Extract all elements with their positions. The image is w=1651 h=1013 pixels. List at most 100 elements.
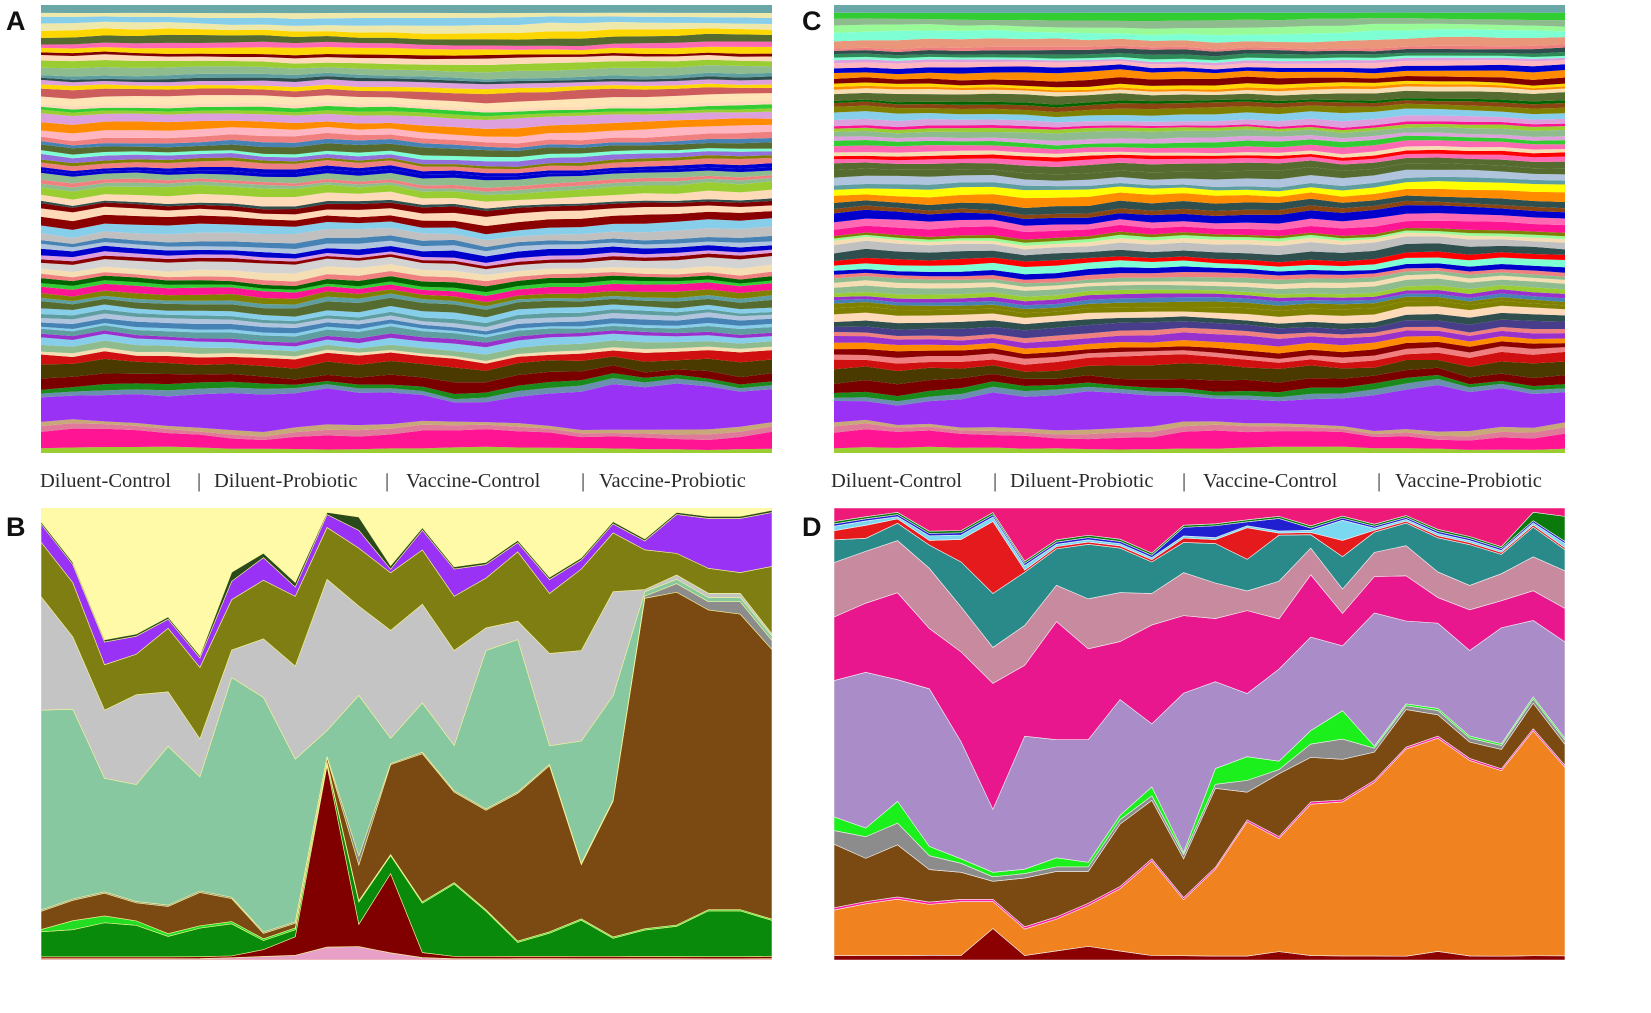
a-area-otu-19 <box>41 256 772 276</box>
a-area-otu-65 <box>41 28 772 40</box>
c-area-otu-31 <box>834 188 1565 209</box>
c-area-otu-18 <box>834 263 1565 280</box>
c-area-dark-olive <box>834 359 1565 385</box>
a-area-otu-39 <box>41 155 772 170</box>
a-area-otu-44 <box>41 131 772 148</box>
streamgraph-a <box>41 5 772 453</box>
c-area-otu-45 <box>834 121 1565 131</box>
a-area-otu-10 <box>41 304 772 324</box>
a-area-otu-36 <box>41 167 772 181</box>
a-area-otu-58 <box>41 65 772 80</box>
c-area-green <box>834 374 1565 402</box>
c-area-otu-48 <box>834 103 1565 118</box>
a-area-otu-25 <box>41 226 772 248</box>
c-area-magenta <box>834 429 1565 450</box>
c-area-otu-20 <box>834 251 1565 268</box>
c-area-otu-33 <box>834 176 1565 192</box>
a-area-otu-26 <box>41 218 772 240</box>
group-separator-right-1: | <box>993 470 998 492</box>
a-area-otu-38 <box>41 157 772 174</box>
a-area-otu-51 <box>41 96 772 110</box>
a-area-otu-63 <box>41 41 772 51</box>
c-area-red <box>834 351 1565 372</box>
a-area-otu-40 <box>41 151 772 167</box>
c-area-otu-47 <box>834 108 1565 123</box>
a-area-otu-27 <box>41 211 772 235</box>
c-area-otu-15 <box>834 274 1565 291</box>
a-area-otu-54 <box>41 83 772 95</box>
c-area-tan <box>834 419 1565 437</box>
c-area-otu-36 <box>834 157 1565 175</box>
c-area-rose <box>834 423 1565 441</box>
group-label-diluent-control-right: Diluent-Control <box>831 470 962 492</box>
c-area-otu-68 <box>834 12 1565 22</box>
b-area-pale-yellow <box>41 508 772 657</box>
c-area-otu-12 <box>834 289 1565 306</box>
a-area-otu-21 <box>41 249 772 267</box>
a-area-green <box>41 373 772 400</box>
chart-panel-b <box>41 508 772 960</box>
c-area-otu-8 <box>834 305 1565 325</box>
a-area-otu-22 <box>41 245 772 263</box>
c-area-otu-6 <box>834 319 1565 339</box>
a-area-top-teal <box>41 5 772 14</box>
c-area-otu-56 <box>834 69 1565 82</box>
c-area-otu-4 <box>834 330 1565 349</box>
a-area-otu-33 <box>41 177 772 196</box>
a-area-otu-30 <box>41 198 772 211</box>
c-area-otu-54 <box>834 80 1565 91</box>
c-area-otu-49 <box>834 100 1565 113</box>
c-area-otu-14 <box>834 278 1565 297</box>
chart-panel-a <box>41 5 772 453</box>
a-area-otu-1 <box>41 346 772 364</box>
c-area-otu-67 <box>834 17 1565 29</box>
c-area-otu-40 <box>834 140 1565 155</box>
a-area-otu-3 <box>41 333 772 355</box>
a-area-otu-2 <box>41 340 772 362</box>
c-area-otu-7 <box>834 312 1565 331</box>
c-area-otu-35 <box>834 163 1565 181</box>
a-area-otu-6 <box>41 323 772 338</box>
a-area-otu-42 <box>41 142 772 158</box>
a-area-dark-red <box>41 365 772 394</box>
c-area-lime-base <box>834 446 1565 453</box>
c-area-otu-2 <box>834 341 1565 359</box>
a-area-otu-9 <box>41 309 772 328</box>
c-area-dark-red <box>834 367 1565 397</box>
c-area-otu-63 <box>834 44 1565 52</box>
a-area-otu-47 <box>41 111 772 129</box>
c-area-otu-3 <box>834 336 1565 355</box>
a-area-otu-57 <box>41 72 772 82</box>
a-area-otu-15 <box>41 279 772 296</box>
c-area-otu-52 <box>834 86 1565 97</box>
group-separator-left-1: | <box>197 470 202 492</box>
c-area-otu-23 <box>834 232 1565 250</box>
c-area-otu-38 <box>834 149 1565 162</box>
c-area-otu-39 <box>834 146 1565 158</box>
c-area-otu-66 <box>834 23 1565 36</box>
a-area-purple <box>41 383 772 433</box>
a-area-otu-8 <box>41 312 772 332</box>
c-area-otu-41 <box>834 135 1565 150</box>
a-area-otu-43 <box>41 138 772 151</box>
a-area-otu-64 <box>41 33 772 47</box>
c-area-otu-10 <box>834 296 1565 314</box>
c-area-otu-22 <box>834 236 1565 256</box>
a-area-otu-4 <box>41 330 772 348</box>
group-separator-left-3: | <box>581 470 586 492</box>
panel-letter-c: C <box>802 6 822 36</box>
c-area-otu-55 <box>834 76 1565 88</box>
a-area-otu-45 <box>41 124 772 144</box>
panel-letter-b: B <box>6 512 26 542</box>
a-area-rose <box>41 423 772 441</box>
a-area-otu-50 <box>41 100 772 113</box>
c-area-otu-26 <box>834 220 1565 240</box>
a-area-otu-62 <box>41 46 772 56</box>
a-area-otu-28 <box>41 205 772 227</box>
a-area-otu-46 <box>41 118 772 137</box>
streamgraph-c <box>834 5 1565 453</box>
a-area-otu-13 <box>41 289 772 307</box>
d-area-hot-pink <box>834 508 1565 562</box>
a-area-otu-60 <box>41 54 772 66</box>
